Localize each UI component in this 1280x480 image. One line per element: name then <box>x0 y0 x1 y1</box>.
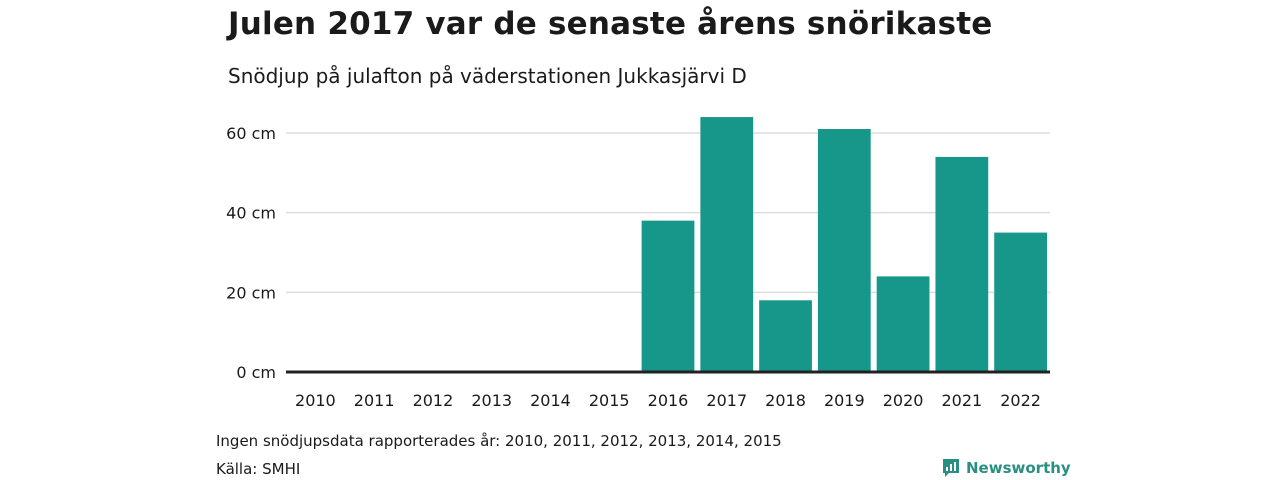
bar-2020 <box>876 276 930 372</box>
brand-logo: Newsworthy <box>942 458 1071 478</box>
x-tick-label: 2019 <box>824 391 865 410</box>
y-tick-label: 20 cm <box>226 283 276 302</box>
x-tick-label: 2021 <box>941 391 982 410</box>
x-tick-label: 2014 <box>530 391 571 410</box>
y-axis-ticks: 0 cm 20 cm 40 cm 60 cm <box>226 124 276 382</box>
bar-2016 <box>641 220 695 372</box>
brand-name: Newsworthy <box>966 459 1071 477</box>
chart-subtitle: Snödjup på julafton på väderstationen Ju… <box>228 64 747 88</box>
x-axis-ticks: 2010 2011 2012 2013 2014 2015 2016 2017 2018 2019… <box>295 391 1041 410</box>
bar-2017 <box>700 117 754 372</box>
source-label: Källa: SMHI <box>216 460 301 478</box>
bars <box>641 117 1047 372</box>
footnote-missing-data: Ingen snödjupsdata rapporterades år: 201… <box>216 432 782 450</box>
x-tick-label: 2011 <box>354 391 395 410</box>
x-tick-label: 2022 <box>1000 391 1041 410</box>
x-tick-label: 2017 <box>706 391 747 410</box>
y-tick-label: 0 cm <box>236 363 276 382</box>
bar-2018 <box>759 300 812 372</box>
x-tick-label: 2015 <box>589 391 630 410</box>
y-tick-label: 60 cm <box>226 124 276 143</box>
x-tick-label: 2018 <box>765 391 806 410</box>
chart-title: Julen 2017 var de senaste årens snörikas… <box>228 6 993 42</box>
x-tick-label: 2012 <box>413 391 454 410</box>
bar-2021 <box>935 156 989 372</box>
newsworthy-logo-icon <box>943 459 959 477</box>
x-tick-label: 2016 <box>648 391 689 410</box>
bar-2019 <box>817 129 871 372</box>
bar-2022 <box>994 232 1047 372</box>
x-tick-label: 2020 <box>883 391 924 410</box>
x-tick-label: 2013 <box>471 391 512 410</box>
x-tick-label: 2010 <box>295 391 336 410</box>
y-tick-label: 40 cm <box>226 204 276 223</box>
bar-chart: 0 cm 20 cm 40 cm 60 cm 2010 2011 2012 2013 2014… <box>226 117 1050 410</box>
